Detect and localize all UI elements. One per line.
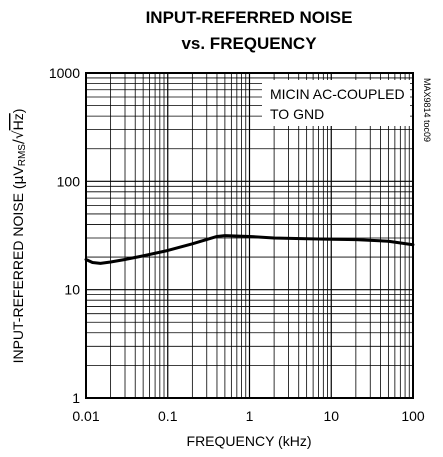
annotation-line1: MICIN AC-COUPLED <box>270 86 405 102</box>
y-tick-label: 1000 <box>49 65 80 81</box>
plot-frame <box>85 72 414 399</box>
x-tick-labels: 0.01 0.1 1 10 100 <box>72 408 425 424</box>
annotation-background <box>262 80 410 126</box>
chart-title-line1: INPUT-REFERRED NOISE <box>146 8 353 27</box>
y-tick-label: 10 <box>64 282 80 298</box>
series-line <box>84 234 415 265</box>
y-tick-label: 1 <box>72 390 80 406</box>
x-tick-label: 100 <box>401 408 425 424</box>
y-tick-label: 100 <box>57 173 81 189</box>
chart-title-line2: vs. FREQUENCY <box>181 34 317 53</box>
x-tick-label: 0.1 <box>158 408 178 424</box>
x-tick-label: 0.01 <box>72 408 99 424</box>
x-tick-label: 10 <box>323 408 339 424</box>
annotation-line2: TO GND <box>270 106 324 122</box>
y-tick-labels: 1 10 100 1000 <box>49 65 80 406</box>
figure-id: MAX9814 toc09 <box>422 78 432 142</box>
x-tick-label: 1 <box>246 408 254 424</box>
figure-id-background <box>415 76 428 156</box>
x-axis-label: FREQUENCY (kHz) <box>187 433 312 449</box>
y-axis-label: INPUT-REFERRED NOISE (μVRMS/√Hz) <box>10 109 28 364</box>
